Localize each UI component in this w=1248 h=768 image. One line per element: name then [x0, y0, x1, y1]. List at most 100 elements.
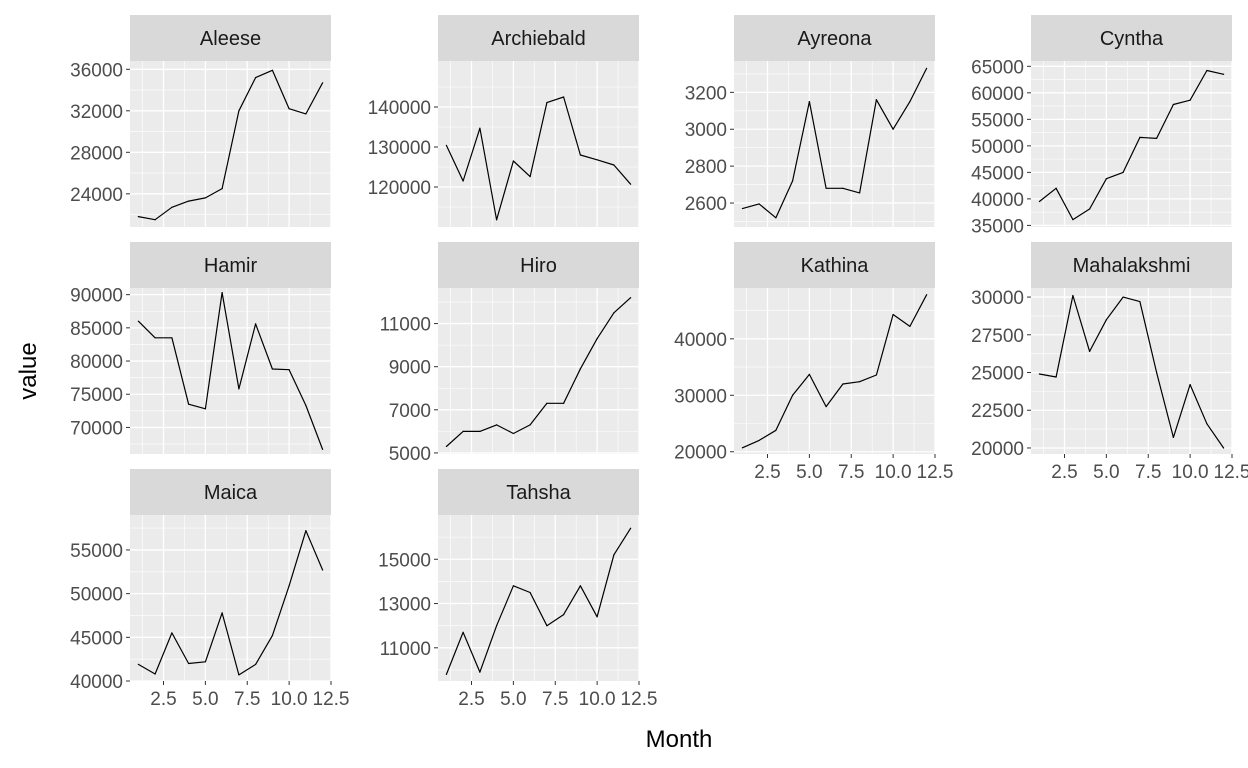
y-tick-label: 3200	[685, 83, 727, 104]
series-line	[1039, 69, 1224, 221]
data-point	[288, 585, 290, 587]
data-point	[1089, 350, 1091, 352]
facet-cyntha: Cyntha 35000 40000 45000 50000 55000 60000 6500…	[971, 15, 1233, 237]
data-point	[238, 388, 240, 390]
y-tick-label: 11000	[380, 315, 431, 336]
data-point	[875, 374, 877, 376]
data-point	[1172, 103, 1174, 106]
facet-title: Ayreona	[797, 28, 872, 50]
y-tick-label: 5000	[389, 444, 431, 465]
y-tick-label: 30000	[971, 288, 1024, 309]
data-point	[137, 663, 139, 666]
y-tick-label: 35000	[971, 216, 1024, 237]
data-point	[322, 448, 324, 450]
data-point	[445, 445, 447, 448]
x-tick-label: 7.5	[1135, 462, 1161, 483]
data-point	[512, 585, 514, 587]
x-tick-label: 12.5	[313, 689, 350, 710]
panel-background	[130, 61, 331, 227]
data-point	[613, 554, 615, 556]
data-point	[1055, 376, 1057, 378]
y-tick-label: 90000	[70, 286, 123, 307]
y-tick-label: 3000	[685, 120, 727, 141]
data-point	[137, 320, 139, 322]
data-point	[1223, 73, 1225, 75]
facet-strip	[438, 242, 639, 288]
data-point	[741, 447, 743, 449]
data-point	[758, 439, 760, 442]
x-tick-label: 5.0	[500, 689, 526, 710]
y-tick-label: 2600	[685, 194, 727, 215]
y-tick-label: 55000	[971, 110, 1024, 131]
y-tick-label: 20000	[971, 439, 1024, 460]
data-point	[630, 527, 632, 529]
data-point	[1189, 99, 1191, 101]
data-point	[842, 383, 844, 385]
data-point	[238, 110, 240, 112]
y-tick-label: 65000	[971, 57, 1024, 78]
x-axis-title: Month	[646, 726, 713, 753]
facet-title: Mahalakshmi	[1073, 255, 1191, 277]
y-tick-label: 30000	[674, 386, 727, 407]
y-tick-label: 40000	[674, 330, 727, 351]
data-point	[1089, 208, 1091, 210]
data-point	[926, 67, 928, 69]
y-tick-label: 13000	[378, 595, 431, 616]
data-point	[596, 338, 598, 340]
panel-background	[438, 61, 639, 227]
data-point	[188, 403, 190, 405]
data-point	[808, 100, 810, 103]
data-point	[1038, 200, 1040, 203]
data-point	[221, 188, 223, 190]
data-point	[445, 144, 447, 146]
data-point	[204, 408, 206, 410]
data-point	[546, 402, 548, 404]
facet-strip	[1031, 15, 1232, 61]
x-tick-label: 2.5	[150, 689, 176, 710]
facet-title: Kathina	[801, 255, 870, 277]
data-point	[479, 430, 481, 432]
y-tick-label: 55000	[70, 541, 123, 562]
data-point	[563, 402, 565, 404]
y-tick-label: 27500	[971, 326, 1024, 347]
x-tick-label: 2.5	[754, 462, 780, 483]
y-tick-label: 15000	[378, 550, 431, 571]
panel-background	[734, 61, 935, 227]
data-point	[909, 325, 911, 327]
data-point	[775, 429, 777, 431]
y-tick-label: 36000	[70, 60, 123, 81]
y-tick-label: 130000	[368, 138, 431, 159]
data-point	[1206, 69, 1208, 72]
data-point	[271, 69, 273, 71]
y-tick-label: 85000	[70, 319, 123, 340]
data-point	[512, 432, 514, 435]
x-tick-label: 7.5	[234, 689, 260, 710]
data-point	[546, 625, 548, 627]
y-tick-label: 11000	[380, 639, 431, 660]
data-point	[808, 373, 810, 375]
series-line	[138, 69, 324, 221]
series-line	[742, 294, 928, 449]
data-point	[529, 176, 531, 178]
data-point	[892, 128, 894, 130]
data-point	[1038, 373, 1040, 375]
data-point	[792, 394, 794, 396]
facet-title: Hamir	[204, 255, 258, 277]
data-point	[596, 616, 598, 618]
data-point	[909, 100, 911, 103]
y-tick-label: 80000	[70, 352, 123, 373]
data-point	[171, 206, 173, 208]
data-point	[512, 160, 514, 162]
data-point	[546, 102, 548, 104]
data-point	[305, 113, 307, 115]
data-point	[154, 337, 156, 339]
panel-background	[734, 288, 935, 454]
y-tick-label: 28000	[70, 143, 123, 164]
data-point	[613, 164, 615, 166]
data-point	[1172, 436, 1174, 438]
facet-maica: Maica 40000 45000 50000 55000 2.5 5.0 7.5 10.0 12…	[70, 469, 349, 710]
data-point	[221, 292, 223, 294]
data-point	[322, 569, 324, 571]
facet-archiebald: Archiebald 120000 130000 140000	[368, 15, 640, 227]
